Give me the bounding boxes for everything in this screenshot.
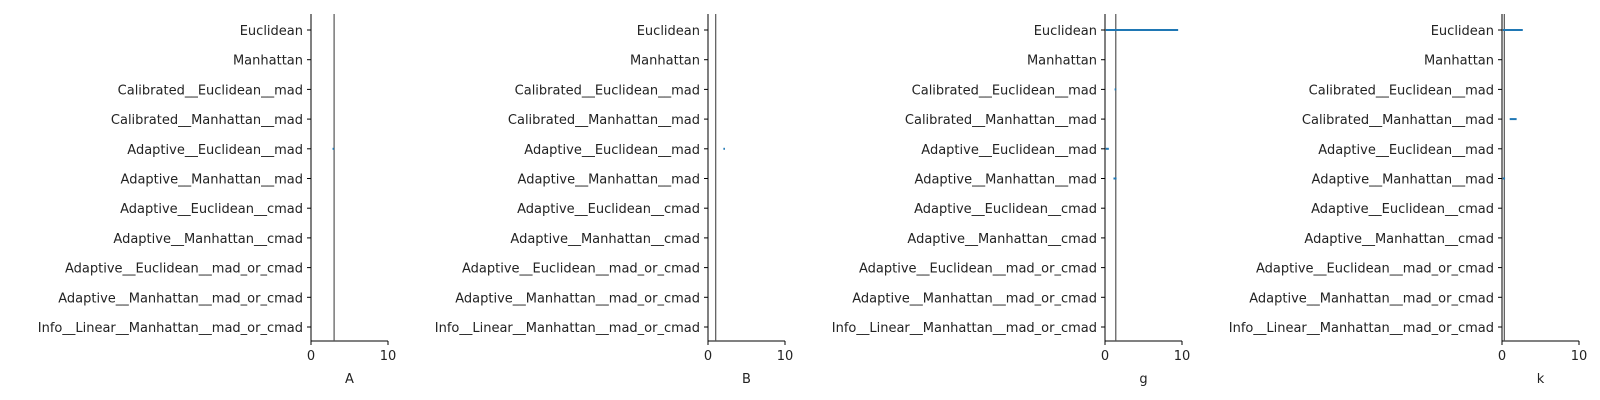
panel-2-y-tick-label: Adaptive__Manhattan__mad <box>518 173 700 188</box>
panel-3-y-tick-label: Info__Linear__Manhattan__mad_or_cmad <box>832 321 1097 336</box>
panel-3-x-axis-label: g <box>1139 372 1147 387</box>
panel-2-y-tick-label: Adaptive__Euclidean__mad_or_cmad <box>462 262 700 277</box>
panel-1-y-tick-label: Adaptive__Euclidean__cmad <box>120 202 303 217</box>
panel-1-y-tick-label: Adaptive__Euclidean__mad_or_cmad <box>65 262 303 277</box>
panel-3-x-tick-label: 0 <box>1101 349 1109 364</box>
panel-1-y-tick-label: Calibrated__Manhattan__mad <box>111 113 303 128</box>
panel-3-y-tick-label: Adaptive__Manhattan__mad <box>915 173 1097 188</box>
panel-4-y-tick-label: Info__Linear__Manhattan__mad_or_cmad <box>1229 321 1494 336</box>
panel-1-y-tick-label: Calibrated__Euclidean__mad <box>118 83 303 98</box>
panel-3-y-tick-label: Adaptive__Manhattan__cmad <box>907 232 1097 247</box>
panel-3-y-tick-label: Adaptive__Euclidean__mad <box>921 143 1097 158</box>
panel-4-y-tick-label: Manhattan <box>1424 54 1494 69</box>
panel-2-y-tick-label: Euclidean <box>637 24 700 39</box>
panel-3-y-tick-label: Manhattan <box>1027 54 1097 69</box>
panel-4-x-tick-label: 10 <box>1571 349 1588 364</box>
panel-2-x-tick-label: 0 <box>704 349 712 364</box>
panel-2-y-tick-label: Adaptive__Euclidean__cmad <box>517 202 700 217</box>
panel-3-y-tick-label: Euclidean <box>1034 24 1097 39</box>
panel-4-y-tick-label: Adaptive__Manhattan__cmad <box>1304 232 1494 247</box>
panel-4-y-tick-label: Calibrated__Manhattan__mad <box>1302 113 1494 128</box>
panel-2-x-tick-label: 10 <box>777 349 794 364</box>
panel-3-y-tick-label: Adaptive__Euclidean__mad_or_cmad <box>859 262 1097 277</box>
panel-2-y-tick-label: Adaptive__Euclidean__mad <box>524 143 700 158</box>
panel-4-y-tick-label: Euclidean <box>1431 24 1494 39</box>
panel-2-y-tick-label: Calibrated__Euclidean__mad <box>515 83 700 98</box>
panel-4-x-axis-label: k <box>1537 372 1545 387</box>
panel-1-y-tick-label: Adaptive__Manhattan__cmad <box>113 232 303 247</box>
panel-1-x-axis-label: A <box>345 372 354 387</box>
panel-2-y-tick-label: Info__Linear__Manhattan__mad_or_cmad <box>435 321 700 336</box>
panel-4-x-tick-label: 0 <box>1498 349 1506 364</box>
panel-2-y-tick-label: Manhattan <box>630 54 700 69</box>
panel-1-y-tick-label: Info__Linear__Manhattan__mad_or_cmad <box>38 321 303 336</box>
panel-1-y-tick-label: Manhattan <box>233 54 303 69</box>
panel-4-y-tick-label: Adaptive__Manhattan__mad_or_cmad <box>1249 291 1494 306</box>
panel-4-y-tick-label: Adaptive__Euclidean__cmad <box>1311 202 1494 217</box>
panel-4-y-tick-label: Adaptive__Euclidean__mad_or_cmad <box>1256 262 1494 277</box>
panel-1-y-tick-label: Adaptive__Manhattan__mad_or_cmad <box>58 291 303 306</box>
panel-4-y-tick-label: Calibrated__Euclidean__mad <box>1309 83 1494 98</box>
panel-3-y-tick-label: Calibrated__Euclidean__mad <box>912 83 1097 98</box>
panel-2-y-tick-label: Adaptive__Manhattan__cmad <box>510 232 700 247</box>
panel-1-y-tick-label: Euclidean <box>240 24 303 39</box>
panel-2-y-tick-label: Calibrated__Manhattan__mad <box>508 113 700 128</box>
panel-4-y-tick-label: Adaptive__Manhattan__mad <box>1312 173 1494 188</box>
panel-3-y-tick-label: Adaptive__Manhattan__mad_or_cmad <box>852 291 1097 306</box>
panel-2-y-tick-label: Adaptive__Manhattan__mad_or_cmad <box>455 291 700 306</box>
panel-1-x-tick-label: 10 <box>380 349 397 364</box>
panel-1-x-tick-label: 0 <box>307 349 315 364</box>
panel-3-x-tick-label: 10 <box>1174 349 1191 364</box>
panel-1-y-tick-label: Adaptive__Euclidean__mad <box>127 143 303 158</box>
panel-4-y-tick-label: Adaptive__Euclidean__mad <box>1318 143 1494 158</box>
panel-3-y-tick-label: Calibrated__Manhattan__mad <box>905 113 1097 128</box>
panel-3-y-tick-label: Adaptive__Euclidean__cmad <box>914 202 1097 217</box>
panel-1-y-tick-label: Adaptive__Manhattan__mad <box>121 173 303 188</box>
panel-2-x-axis-label: B <box>742 372 751 387</box>
